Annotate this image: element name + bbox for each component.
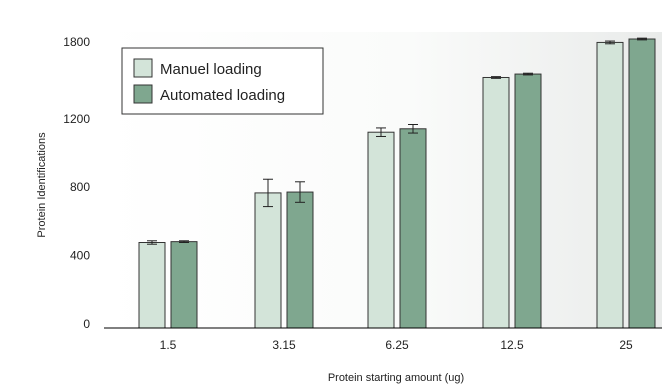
legend-box	[121, 47, 324, 115]
error-bar-automated-12_5	[523, 72, 533, 76]
y-tick-label: 1200	[63, 112, 90, 126]
bars-layer	[138, 38, 656, 329]
error-bar-automated-1_5	[179, 240, 189, 243]
error-bar-manuel-12_5	[491, 76, 501, 79]
bar-manuel-25	[596, 41, 624, 329]
error-bar-manuel-1_5	[147, 240, 157, 245]
bar-automated-6_25	[399, 128, 427, 329]
x-tick-label: 1.5	[160, 338, 177, 352]
x-tick-label: 12.5	[500, 338, 524, 352]
bar-automated-25	[628, 38, 656, 329]
legend-label-manuel: Manuel loading	[160, 61, 262, 78]
bar-automated-12_5	[514, 73, 542, 329]
error-bar-automated-25	[637, 37, 647, 41]
y-tick-label: 400	[70, 249, 90, 263]
x-axis-title: Protein starting amount (ug)	[328, 372, 464, 384]
error-bar-automated-3_15	[295, 181, 305, 203]
bar-manuel-1_5	[138, 242, 166, 329]
error-bar-manuel-3_15	[263, 178, 273, 208]
x-tick-labels: 1.5 3.15 6.25 12.5 25	[160, 338, 633, 352]
error-bar-manuel-6_25	[376, 127, 386, 137]
bar-manuel-12_5	[482, 76, 510, 329]
y-tick-label: 1800	[63, 35, 90, 49]
bar-automated-1_5	[170, 241, 198, 329]
error-bar-automated-6_25	[408, 124, 418, 134]
x-tick-label: 3.15	[272, 338, 296, 352]
y-tick-labels: 0 400 800 1200 1800	[63, 35, 90, 331]
legend-label-automated: Automated loading	[160, 87, 285, 104]
bar-automated-3_15	[286, 191, 314, 329]
y-axis-title: Protein Identifications	[36, 132, 48, 238]
y-tick-label: 800	[70, 180, 90, 194]
error-bar-manuel-25	[605, 40, 615, 45]
error-bars-layer	[147, 37, 647, 245]
legend-swatch-automated	[133, 84, 153, 104]
legend: Manuel loading Automated loading	[121, 47, 324, 115]
bar-manuel-3_15	[254, 192, 282, 329]
x-tick-label: 6.25	[385, 338, 409, 352]
bar-manuel-6_25	[367, 131, 395, 329]
x-tick-label: 25	[619, 338, 633, 352]
y-tick-label: 0	[83, 317, 90, 331]
legend-swatch-manuel	[133, 58, 153, 78]
